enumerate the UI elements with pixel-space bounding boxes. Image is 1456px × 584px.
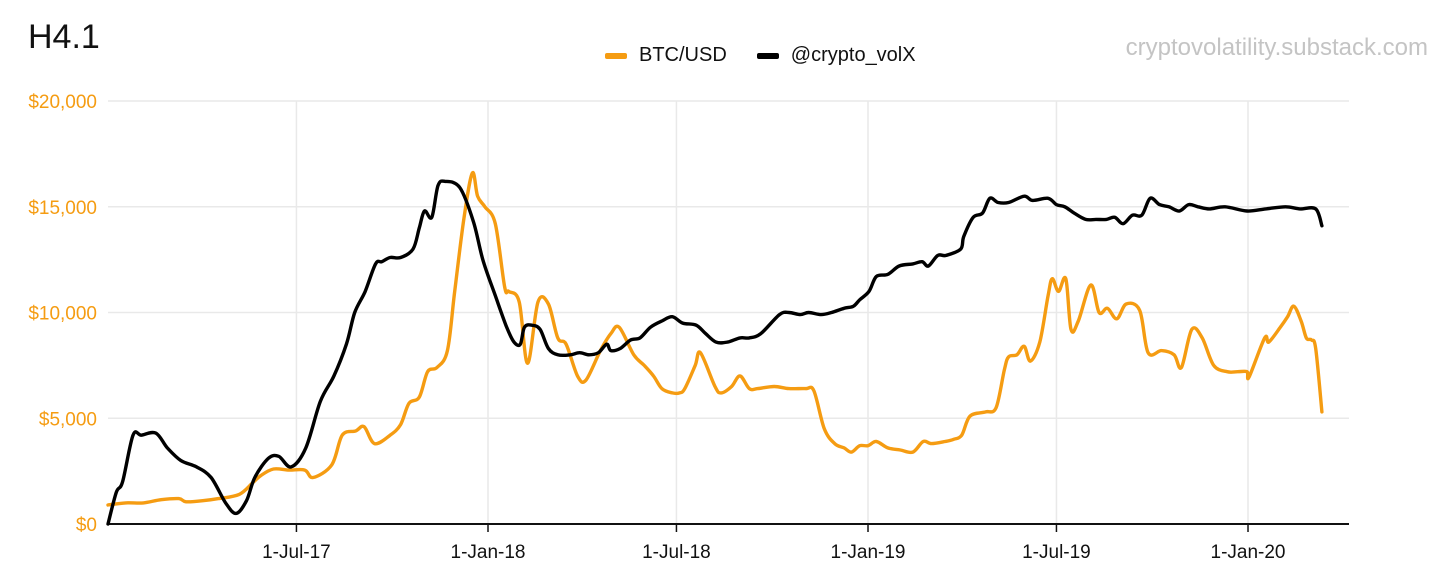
chart-title: H4.1 <box>28 18 100 56</box>
series-line-crypto-volx <box>106 179 1324 526</box>
legend-swatch-btc <box>605 52 627 59</box>
x-tick-label: 1-Jul-19 <box>1022 542 1091 563</box>
legend: BTC/USD @crypto_volX <box>605 44 916 67</box>
y-tick-label: $0 <box>76 515 97 536</box>
legend-swatch-vol <box>756 52 779 59</box>
y-tick-label: $10,000 <box>28 304 97 325</box>
y-tick-label: $20,000 <box>28 92 97 113</box>
x-tick-label: 1-Jan-18 <box>451 542 526 563</box>
watermark: cryptovolatility.substack.com <box>1125 34 1428 61</box>
legend-label-vol: @crypto_volX <box>790 44 916 66</box>
legend-item-vol: @crypto_volX <box>756 44 916 67</box>
series-line-btc-usd <box>106 170 1324 507</box>
x-tick-label: 1-Jan-20 <box>1211 542 1286 563</box>
y-tick-label: $15,000 <box>28 198 97 219</box>
legend-item-btc: BTC/USD <box>605 44 727 67</box>
y-tick-label: $5,000 <box>39 409 97 430</box>
x-tick-label: 1-Jul-17 <box>262 542 331 563</box>
x-tick-label: 1-Jan-19 <box>831 542 906 563</box>
legend-label-btc: BTC/USD <box>639 44 727 66</box>
x-tick-label: 1-Jul-18 <box>642 542 711 563</box>
